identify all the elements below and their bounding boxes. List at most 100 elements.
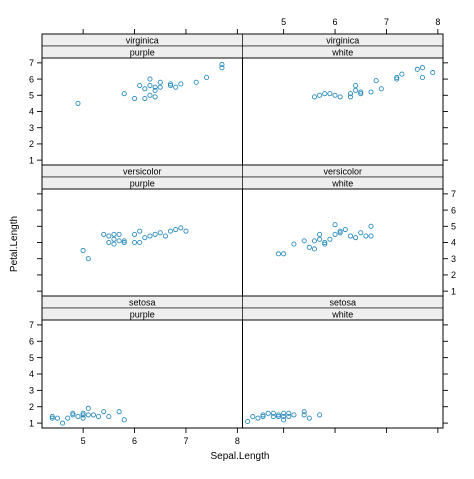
data-point (260, 412, 266, 418)
data-point (106, 239, 112, 246)
data-point (347, 94, 354, 100)
data-point (358, 89, 364, 95)
data-point (80, 415, 86, 421)
data-point (286, 413, 292, 420)
strip-color-label: white (331, 310, 353, 320)
data-point (281, 413, 287, 420)
axes-group: 5 5 6 6 7 7 8 8 1 1 1 2 2 2 3 3 3 4 4 4 5 5 5 6 6 6 7 7 7 (29, 17, 456, 446)
y-tick-label-left: 3 (29, 123, 34, 133)
data-point (178, 81, 184, 87)
data-point (80, 248, 86, 254)
data-point (368, 89, 374, 95)
y-tick-label-right: 7 (451, 189, 456, 199)
data-point (327, 91, 333, 97)
data-point (353, 235, 359, 241)
data-point (414, 66, 420, 72)
data-point (157, 79, 163, 85)
data-point (275, 413, 282, 420)
y-tick-label-right: 3 (451, 254, 456, 264)
data-point (49, 415, 55, 421)
data-point (281, 251, 287, 257)
strip-species-label: setosa (129, 298, 156, 308)
data-point (173, 226, 179, 233)
data-point (358, 230, 364, 236)
data-point (306, 244, 312, 250)
y-tick-label-right: 2 (451, 270, 456, 280)
y-tick-label-left: 1 (29, 418, 34, 428)
data-point (291, 412, 297, 418)
y-tick-label-left: 2 (29, 402, 34, 412)
data-point (162, 233, 168, 239)
data-point (270, 413, 276, 420)
y-tick-label-left: 1 (29, 155, 34, 165)
panel-frame (242, 57, 444, 166)
panel-versicolor-purple: versicolor purple (41, 164, 243, 297)
data-point (219, 65, 225, 71)
x-tick-label-top: 7 (384, 17, 389, 27)
data-point (368, 233, 374, 239)
y-tick-label-left: 5 (29, 353, 34, 363)
y-tick-label-right: 6 (451, 205, 456, 215)
data-point (265, 410, 271, 416)
data-point (250, 413, 256, 420)
x-tick-label-top: 5 (281, 17, 286, 27)
data-point (85, 256, 91, 262)
panel-frame (41, 57, 243, 166)
x-tick-label-top: 6 (333, 17, 338, 27)
y-tick-label-left: 7 (29, 58, 34, 68)
y-axis-label: Petal.Length (9, 216, 20, 272)
data-point (152, 84, 158, 90)
y-tick-label-left: 7 (29, 320, 34, 330)
data-point (301, 412, 307, 418)
data-point (317, 236, 323, 242)
y-tick-label-left: 5 (29, 90, 34, 100)
data-point (317, 92, 323, 98)
strip-color-label: purple (130, 179, 155, 189)
data-point (147, 233, 153, 239)
data-point (311, 238, 318, 244)
data-point (275, 412, 282, 418)
data-point (70, 410, 76, 416)
data-point (311, 246, 318, 252)
data-point (332, 222, 338, 228)
data-point (394, 74, 400, 80)
data-point (260, 413, 266, 420)
strip-color-label: white (331, 48, 353, 58)
data-point (96, 413, 102, 420)
data-point (301, 409, 307, 415)
data-point (373, 78, 379, 84)
data-point (137, 228, 143, 234)
data-point (111, 231, 117, 237)
data-point (121, 417, 127, 423)
panel-frame (242, 188, 444, 297)
panel-virginica-white: virginica white (242, 33, 444, 166)
data-point (121, 238, 127, 244)
y-tick-label-left: 4 (29, 369, 34, 379)
data-point (137, 83, 143, 89)
data-point (311, 94, 318, 100)
data-point (183, 228, 189, 234)
data-point (291, 241, 297, 247)
data-point (358, 91, 364, 97)
data-point (90, 412, 96, 418)
data-point (394, 76, 400, 82)
x-tick-label-bottom: 6 (132, 436, 137, 446)
y-tick-label-right: 4 (451, 238, 456, 248)
data-point (419, 74, 425, 80)
data-point (353, 87, 359, 93)
x-axis-label: Sepal.Length (211, 451, 270, 462)
data-point (147, 76, 153, 82)
data-point (142, 95, 148, 102)
strip-species-label: virginica (126, 36, 159, 46)
data-point (49, 413, 55, 420)
y-tick-label-left: 2 (29, 139, 34, 149)
data-point (106, 233, 112, 239)
x-tick-label-bottom: 8 (235, 436, 240, 446)
data-point (152, 231, 158, 237)
data-point (70, 412, 76, 418)
panels-group: setosapurplesetosawhiteversicolorpurplev… (41, 33, 444, 429)
data-point (157, 84, 163, 90)
data-point (337, 230, 343, 236)
data-point (152, 94, 158, 100)
strip-species-label: versicolor (323, 167, 362, 177)
